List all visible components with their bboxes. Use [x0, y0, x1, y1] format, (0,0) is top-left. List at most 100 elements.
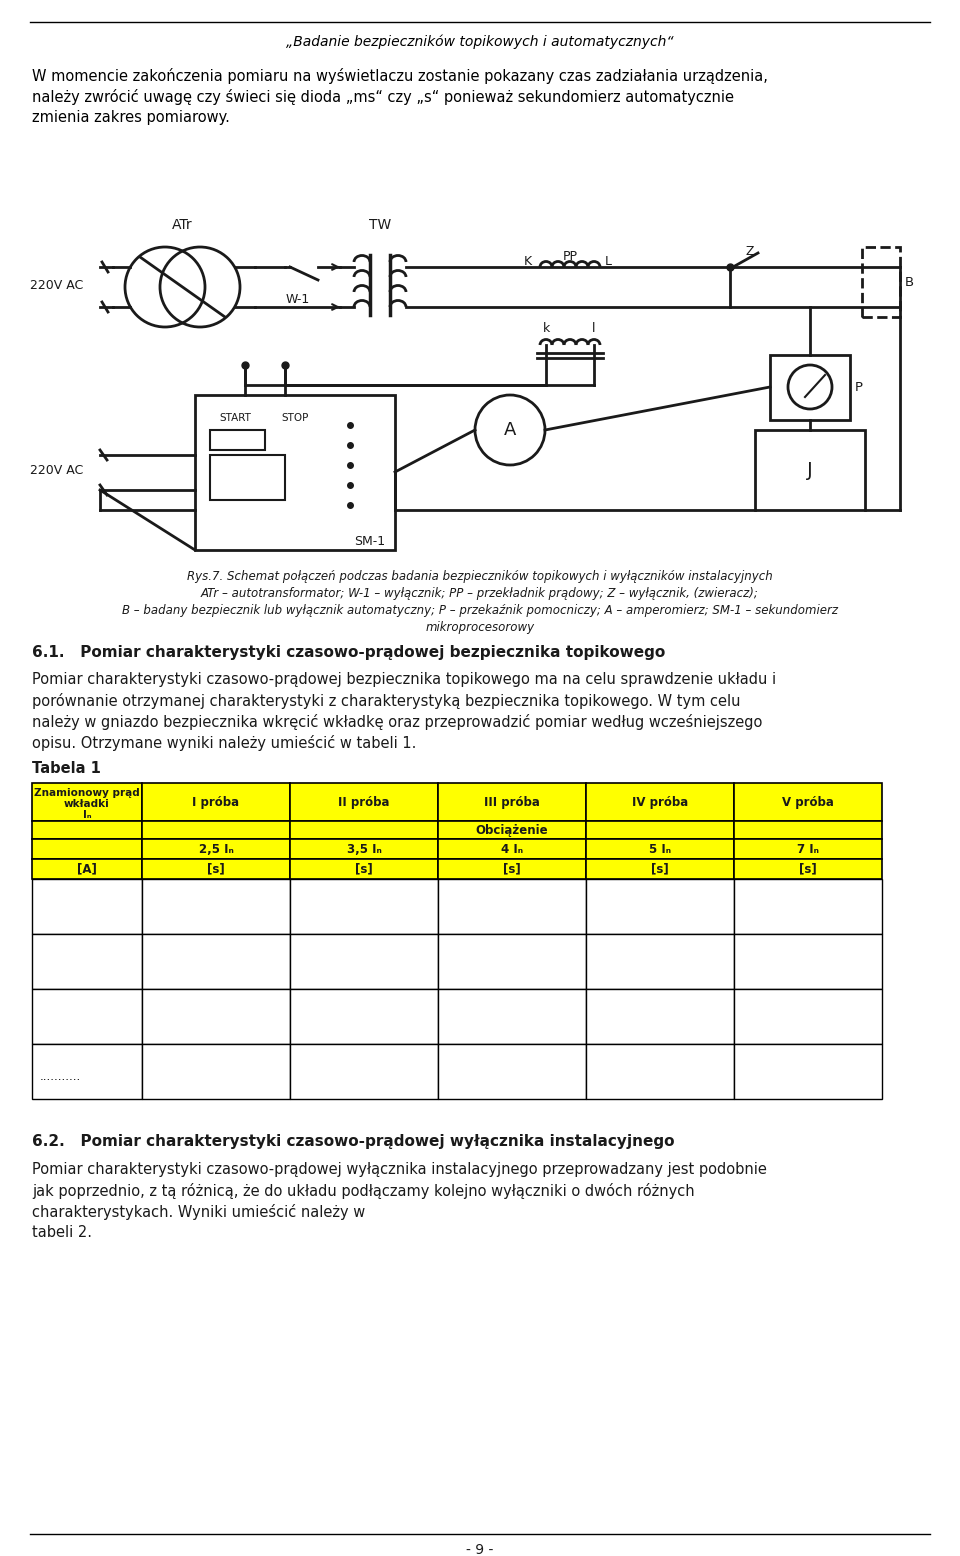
Text: Rys.7. Schemat połączeń podczas badania bezpieczników topikowych i wyłączników i: Rys.7. Schemat połączeń podczas badania … [187, 569, 773, 584]
Bar [290, 879, 438, 934]
Text: 5 Iₙ: 5 Iₙ [649, 842, 671, 856]
Bar [438, 1044, 586, 1099]
Text: III próba: III próba [484, 795, 540, 809]
Text: 3,5 Iₙ: 3,5 Iₙ [347, 842, 381, 856]
Bar [32, 839, 142, 859]
Bar [438, 879, 586, 934]
Text: Pomiar charakterystyki czasowo-prądowej wyłącznika instalacyjnego przeprowadzany: Pomiar charakterystyki czasowo-prądowej … [32, 1162, 767, 1176]
Text: 220V AC: 220V AC [30, 464, 84, 476]
Text: STOP: STOP [281, 412, 309, 423]
Text: [A]: [A] [77, 862, 97, 876]
Text: charakterystykach. Wyniki umieścić należy w: charakterystykach. Wyniki umieścić należ… [32, 1204, 365, 1220]
Text: Obciążenie: Obciążenie [476, 823, 548, 837]
Text: jak poprzednio, z tą różnicą, że do układu podłączamy kolejno wyłączniki o dwóch: jak poprzednio, z tą różnicą, że do ukła… [32, 1183, 695, 1200]
Bar [290, 839, 438, 859]
Bar [586, 879, 734, 934]
Bar [438, 839, 586, 859]
Bar [755, 429, 865, 510]
Text: IV próba: IV próba [632, 795, 688, 809]
Bar [586, 783, 734, 822]
Text: 6.2.   Pomiar charakterystyki czasowo-prądowej wyłącznika instalacyjnego: 6.2. Pomiar charakterystyki czasowo-prąd… [32, 1134, 675, 1148]
Bar [290, 990, 438, 1044]
Bar [734, 934, 882, 990]
Text: P: P [855, 381, 863, 394]
Bar [734, 990, 882, 1044]
Bar [32, 859, 142, 879]
Text: Tabela 1: Tabela 1 [32, 761, 101, 776]
Text: Iₙ: Iₙ [83, 811, 91, 820]
Bar [862, 247, 900, 317]
Text: [s]: [s] [503, 862, 521, 876]
Bar [770, 355, 850, 420]
Text: ...........: ........... [40, 1069, 82, 1083]
Bar [32, 822, 142, 839]
Bar [32, 783, 142, 822]
Text: k: k [542, 322, 550, 335]
Bar [142, 879, 290, 934]
Bar [210, 429, 265, 450]
Text: 7 Iₙ: 7 Iₙ [797, 842, 819, 856]
Bar [290, 783, 438, 822]
Text: należy w gniazdo bezpiecznika wkręcić wkładkę oraz przeprowadzić pomiar według w: należy w gniazdo bezpiecznika wkręcić wk… [32, 714, 762, 730]
Text: V próba: V próba [782, 795, 834, 809]
Bar [290, 934, 438, 990]
Text: mikroprocesorowy: mikroprocesorowy [425, 621, 535, 633]
Text: Z: Z [746, 244, 755, 258]
Text: [s]: [s] [355, 862, 372, 876]
Text: wkładki: wkładki [64, 798, 109, 809]
Text: 220V AC: 220V AC [30, 279, 84, 291]
Text: K: K [524, 255, 532, 268]
Text: II próba: II próba [338, 795, 390, 809]
Text: A: A [504, 422, 516, 439]
Bar [32, 1044, 142, 1099]
Text: B – badany bezpiecznik lub wyłącznik automatyczny; P – przekaźnik pomocniczy; A : B – badany bezpiecznik lub wyłącznik aut… [122, 604, 838, 618]
Bar [734, 879, 882, 934]
Bar [734, 783, 882, 822]
Text: porównanie otrzymanej charakterystyki z charakterystyką bezpiecznika topikowego.: porównanie otrzymanej charakterystyki z … [32, 692, 740, 710]
Text: 6.1.   Pomiar charakterystyki czasowo-prądowej bezpiecznika topikowego: 6.1. Pomiar charakterystyki czasowo-prąd… [32, 646, 665, 660]
Text: tabeli 2.: tabeli 2. [32, 1225, 92, 1240]
Text: ATr: ATr [172, 218, 192, 232]
Text: [s]: [s] [799, 862, 817, 876]
Bar [586, 934, 734, 990]
Text: Pomiar charakterystyki czasowo-prądowej bezpiecznika topikowego ma na celu spraw: Pomiar charakterystyki czasowo-prądowej … [32, 672, 776, 688]
Text: [s]: [s] [651, 862, 669, 876]
Bar [290, 859, 438, 879]
Text: ATr – autotransformator; W-1 – wyłącznik; PP – przekładnik prądowy; Z – wyłączni: ATr – autotransformator; W-1 – wyłącznik… [201, 587, 759, 601]
Bar [438, 990, 586, 1044]
Bar [142, 822, 290, 839]
Text: START: START [219, 412, 251, 423]
Bar [586, 859, 734, 879]
Text: W-1: W-1 [286, 293, 310, 307]
Text: „Badanie bezpieczników topikowych i automatycznych“: „Badanie bezpieczników topikowych i auto… [286, 34, 674, 48]
Bar [142, 859, 290, 879]
Text: L: L [605, 255, 612, 268]
Bar [438, 934, 586, 990]
Bar [195, 395, 395, 549]
Bar [142, 934, 290, 990]
Bar [438, 859, 586, 879]
Text: zmienia zakres pomiarowy.: zmienia zakres pomiarowy. [32, 110, 229, 124]
Bar [32, 879, 142, 934]
Text: Znamionowy prąd: Znamionowy prąd [35, 787, 140, 798]
Bar [438, 783, 586, 822]
Text: SM-1: SM-1 [354, 535, 385, 548]
Bar [734, 859, 882, 879]
Bar [734, 1044, 882, 1099]
Bar [734, 839, 882, 859]
Text: TW: TW [369, 218, 391, 232]
Bar [586, 822, 734, 839]
Bar [32, 934, 142, 990]
Text: B: B [905, 275, 914, 288]
Bar [586, 839, 734, 859]
Bar [142, 783, 290, 822]
Bar [586, 990, 734, 1044]
Bar [290, 1044, 438, 1099]
Bar [438, 822, 586, 839]
Text: - 9 -: - 9 - [467, 1544, 493, 1556]
Bar [142, 990, 290, 1044]
Bar [734, 822, 882, 839]
Text: l: l [592, 322, 596, 335]
Text: I próba: I próba [192, 795, 240, 809]
Bar [32, 990, 142, 1044]
